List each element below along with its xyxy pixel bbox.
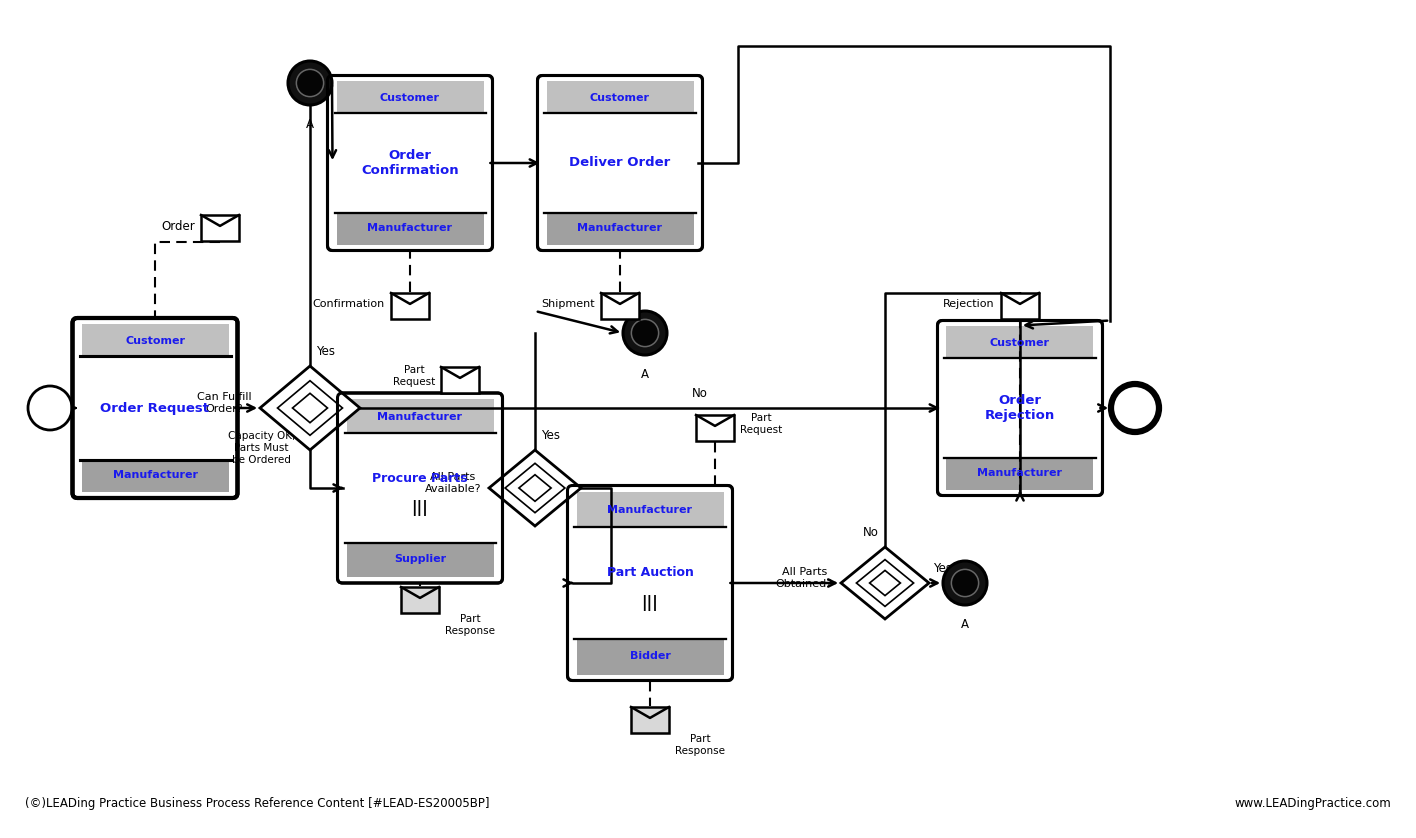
- Bar: [337, 81, 483, 114]
- Text: Manufacturer: Manufacturer: [578, 224, 663, 234]
- Text: |||: |||: [641, 595, 658, 611]
- Circle shape: [1112, 384, 1160, 432]
- Text: All Parts
Available?: All Parts Available?: [425, 472, 481, 494]
- Text: Customer: Customer: [990, 338, 1051, 348]
- Bar: [576, 639, 724, 675]
- Text: Procure Parts: Procure Parts: [372, 472, 467, 484]
- FancyBboxPatch shape: [538, 75, 702, 251]
- Circle shape: [287, 61, 331, 105]
- Polygon shape: [489, 450, 581, 526]
- Text: Order Request: Order Request: [101, 401, 210, 415]
- Text: A: A: [306, 118, 314, 131]
- Text: Rejection: Rejection: [943, 299, 995, 309]
- Text: Supplier: Supplier: [394, 555, 446, 565]
- Circle shape: [632, 319, 658, 347]
- Bar: [337, 212, 483, 245]
- Text: Manufacturer: Manufacturer: [378, 411, 463, 422]
- Text: No: No: [590, 500, 607, 513]
- Text: Manufacturer: Manufacturer: [368, 224, 453, 234]
- Text: Manufacturer: Manufacturer: [607, 504, 692, 515]
- Bar: [347, 399, 494, 434]
- Bar: [391, 293, 429, 319]
- Polygon shape: [841, 547, 929, 619]
- Text: (©)LEADing Practice Business Process Reference Content [#LEAD-ES20005BP]: (©)LEADing Practice Business Process Ref…: [25, 797, 490, 810]
- Circle shape: [296, 70, 324, 96]
- Text: Bidder: Bidder: [630, 651, 670, 661]
- FancyBboxPatch shape: [327, 75, 493, 251]
- Text: Customer: Customer: [125, 335, 185, 345]
- Bar: [547, 212, 694, 245]
- Text: Yes: Yes: [316, 345, 336, 358]
- Text: Can Fulfill
Order?: Can Fulfill Order?: [197, 392, 252, 414]
- Text: Part
Response: Part Response: [675, 734, 725, 756]
- Bar: [82, 459, 228, 492]
- Text: www.LEADingPractice.com: www.LEADingPractice.com: [1235, 797, 1391, 810]
- FancyBboxPatch shape: [568, 485, 732, 680]
- Bar: [1001, 293, 1039, 319]
- Text: Yes: Yes: [541, 429, 559, 442]
- Text: Manufacturer: Manufacturer: [112, 470, 197, 480]
- Bar: [946, 458, 1093, 489]
- Bar: [632, 707, 668, 733]
- FancyBboxPatch shape: [72, 318, 238, 498]
- Bar: [401, 587, 439, 613]
- Text: Order: Order: [161, 220, 195, 232]
- Text: Order
Confirmation: Order Confirmation: [361, 149, 459, 177]
- Text: Capacity OK,
Parts Must
be Ordered: Capacity OK, Parts Must be Ordered: [228, 432, 295, 464]
- Text: All Parts
Obtained?: All Parts Obtained?: [776, 567, 833, 589]
- Text: Customer: Customer: [590, 92, 650, 102]
- Bar: [600, 293, 639, 319]
- Bar: [576, 492, 724, 528]
- Circle shape: [623, 311, 667, 355]
- Bar: [440, 367, 479, 393]
- Text: No: No: [864, 526, 879, 539]
- Text: Deliver Order: Deliver Order: [569, 157, 671, 169]
- Text: Part Auction: Part Auction: [606, 566, 694, 580]
- FancyBboxPatch shape: [337, 393, 503, 583]
- Bar: [347, 542, 494, 577]
- Text: Part
Request: Part Request: [392, 365, 435, 387]
- Text: Yes: Yes: [933, 562, 952, 575]
- Text: No: No: [692, 387, 708, 400]
- Text: Order
Rejection: Order Rejection: [986, 394, 1055, 422]
- Text: Customer: Customer: [379, 92, 440, 102]
- Polygon shape: [261, 366, 360, 450]
- Text: A: A: [641, 368, 649, 381]
- Text: |||: |||: [412, 500, 429, 516]
- Text: Manufacturer: Manufacturer: [977, 468, 1062, 478]
- Text: Part
Request: Part Request: [741, 413, 782, 435]
- Text: A: A: [961, 618, 969, 631]
- Text: Part
Response: Part Response: [445, 614, 496, 635]
- Bar: [82, 324, 228, 357]
- Circle shape: [943, 561, 987, 605]
- Bar: [946, 327, 1093, 359]
- FancyBboxPatch shape: [937, 320, 1103, 495]
- Circle shape: [952, 569, 978, 597]
- Text: Confirmation: Confirmation: [313, 299, 385, 309]
- Bar: [547, 81, 694, 114]
- Bar: [201, 215, 239, 241]
- Text: Shipment: Shipment: [541, 299, 595, 309]
- Bar: [697, 415, 733, 441]
- Circle shape: [28, 386, 72, 430]
